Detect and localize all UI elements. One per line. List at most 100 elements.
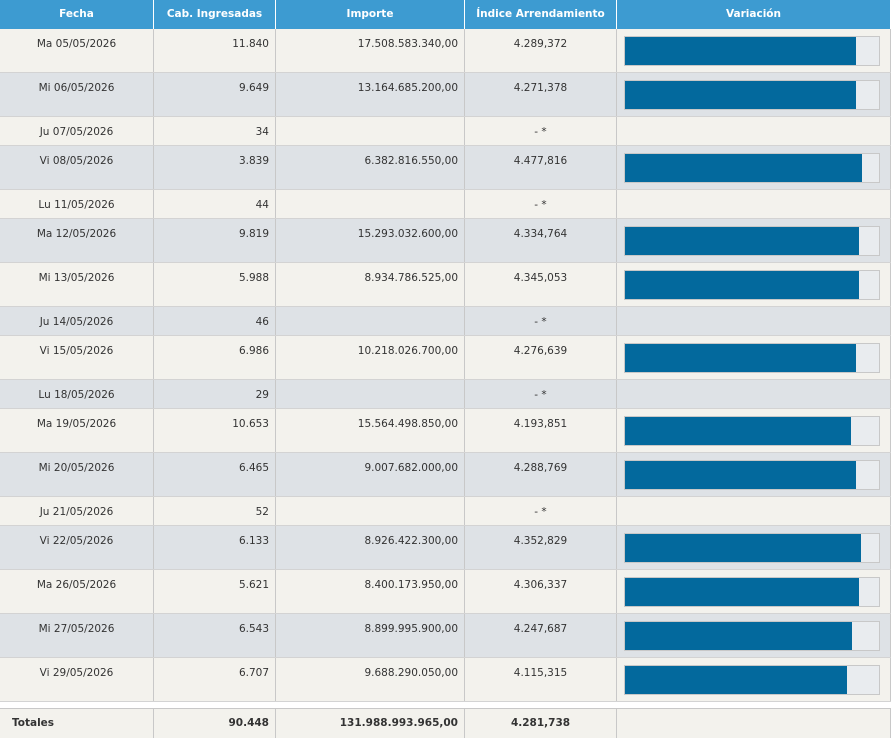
cell-fecha: Lu 11/05/2026 <box>38 199 115 211</box>
cell-cab: 9.649 <box>238 82 269 94</box>
variation-bar-track <box>624 621 880 651</box>
totals-indice: 4.281,738 <box>510 717 571 729</box>
variation-bar-fill <box>625 417 852 445</box>
totals-variacion <box>617 709 891 738</box>
cell-variacion <box>617 380 891 408</box>
column-header-indice[interactable]: Índice Arrendamiento <box>465 0 617 29</box>
cell-variacion <box>617 570 891 613</box>
cell-importe: 17.508.583.340,00 <box>357 38 458 50</box>
variation-bar-track <box>624 36 880 66</box>
table-row: Ju 07/05/2026 34 - * <box>0 117 891 146</box>
cell-fecha: Vi 29/05/2026 <box>39 667 114 679</box>
cell-indice: 4.289,372 <box>513 38 568 50</box>
table-row: Lu 18/05/2026 29 - * <box>0 380 891 409</box>
cell-variacion <box>617 117 891 145</box>
variation-bar-fill <box>625 622 853 650</box>
cell-cab: 34 <box>255 126 269 138</box>
cell-cab: 5.621 <box>238 579 269 591</box>
table-row: Ju 21/05/2026 52 - * <box>0 497 891 526</box>
totals-cab: 90.448 <box>228 717 269 729</box>
cell-fecha: Mi 13/05/2026 <box>38 272 115 284</box>
cell-cab: 9.819 <box>238 228 269 240</box>
totals-separator <box>0 702 891 708</box>
cell-indice: - * <box>534 389 547 401</box>
variation-bar-fill <box>625 37 857 65</box>
table-row: Vi 22/05/2026 6.133 8.926.422.300,00 4.352,… <box>0 526 891 570</box>
cell-variacion <box>617 263 891 306</box>
cell-fecha: Ma 19/05/2026 <box>36 418 117 430</box>
variation-bar-track <box>624 153 880 183</box>
cell-importe: 8.400.173.950,00 <box>364 579 458 591</box>
variation-bar-track <box>624 665 880 695</box>
table-row: Ju 14/05/2026 46 - * <box>0 307 891 336</box>
totals-row: Totales 90.448 131.988.993.965,00 4.281,… <box>0 708 891 738</box>
variation-bar-track <box>624 80 880 110</box>
table-row: Ma 12/05/2026 9.819 15.293.032.600,00 4.334… <box>0 219 891 263</box>
table-row: Mi 27/05/2026 6.543 8.899.995.900,00 4.247,… <box>0 614 891 658</box>
table-row: Lu 11/05/2026 44 - * <box>0 190 891 219</box>
cell-indice: 4.288,769 <box>513 462 568 474</box>
cell-variacion <box>617 190 891 218</box>
variation-bar-fill <box>625 578 859 606</box>
cell-fecha: Ma 05/05/2026 <box>36 38 117 50</box>
variation-bar-fill <box>625 154 863 182</box>
cell-indice: - * <box>534 126 547 138</box>
totals-importe: 131.988.993.965,00 <box>339 717 458 729</box>
cell-cab: 10.653 <box>232 418 269 430</box>
variation-bar-track <box>624 460 880 490</box>
cell-cab: 6.465 <box>238 462 269 474</box>
column-header-importe[interactable]: Importe <box>276 0 465 29</box>
cell-fecha: Mi 06/05/2026 <box>38 82 115 94</box>
cell-importe: 15.564.498.850,00 <box>357 418 458 430</box>
variation-bar-fill <box>625 461 857 489</box>
cell-indice: 4.271,378 <box>513 82 568 94</box>
cell-fecha: Lu 18/05/2026 <box>38 389 115 401</box>
cell-indice: 4.115,315 <box>513 667 568 679</box>
cell-indice: 4.352,829 <box>513 535 568 547</box>
variation-bar-fill <box>625 666 848 694</box>
table-row: Mi 20/05/2026 6.465 9.007.682.000,00 4.288,… <box>0 453 891 497</box>
cell-importe: 8.899.995.900,00 <box>364 623 458 635</box>
column-header-variacion[interactable]: Variación <box>617 0 891 29</box>
cell-fecha: Ju 21/05/2026 <box>39 506 114 518</box>
table-header: Fecha Cab. Ingresadas Importe Índice Arr… <box>0 0 891 29</box>
variation-bar-fill <box>625 534 862 562</box>
table-row: Vi 08/05/2026 3.839 6.382.816.550,00 4.477,… <box>0 146 891 190</box>
table-row: Ma 26/05/2026 5.621 8.400.173.950,00 4.306,… <box>0 570 891 614</box>
variation-bar-track <box>624 533 880 563</box>
cell-variacion <box>617 453 891 496</box>
totals-label: Totales <box>12 717 55 729</box>
table-body: Ma 05/05/2026 11.840 17.508.583.340,00 4.28… <box>0 29 891 702</box>
cell-importe: 13.164.685.200,00 <box>357 82 458 94</box>
cell-importe: 9.688.290.050,00 <box>364 667 458 679</box>
cell-cab: 6.133 <box>238 535 269 547</box>
cell-variacion <box>617 29 891 72</box>
cell-variacion <box>617 409 891 452</box>
column-header-cab[interactable]: Cab. Ingresadas <box>154 0 276 29</box>
cell-variacion <box>617 336 891 379</box>
cell-indice: 4.247,687 <box>513 623 568 635</box>
cell-variacion <box>617 219 891 262</box>
cell-cab: 11.840 <box>232 38 269 50</box>
cell-variacion <box>617 658 891 701</box>
cell-variacion <box>617 73 891 116</box>
cell-cab: 46 <box>255 316 269 328</box>
column-header-fecha[interactable]: Fecha <box>0 0 154 29</box>
variation-bar-fill <box>625 344 857 372</box>
cell-fecha: Ju 14/05/2026 <box>39 316 114 328</box>
variation-bar-fill <box>625 227 859 255</box>
cell-variacion <box>617 614 891 657</box>
cell-cab: 6.707 <box>238 667 269 679</box>
cell-indice: 4.193,851 <box>513 418 568 430</box>
cell-indice: 4.345,053 <box>513 272 568 284</box>
cell-fecha: Ma 12/05/2026 <box>36 228 117 240</box>
cell-variacion <box>617 307 891 335</box>
variation-bar-track <box>624 577 880 607</box>
cell-fecha: Ju 07/05/2026 <box>39 126 114 138</box>
table-row: Mi 06/05/2026 9.649 13.164.685.200,00 4.271… <box>0 73 891 117</box>
cell-cab: 29 <box>255 389 269 401</box>
variation-bar-fill <box>625 271 859 299</box>
cell-importe: 8.926.422.300,00 <box>364 535 458 547</box>
cell-cab: 3.839 <box>238 155 269 167</box>
